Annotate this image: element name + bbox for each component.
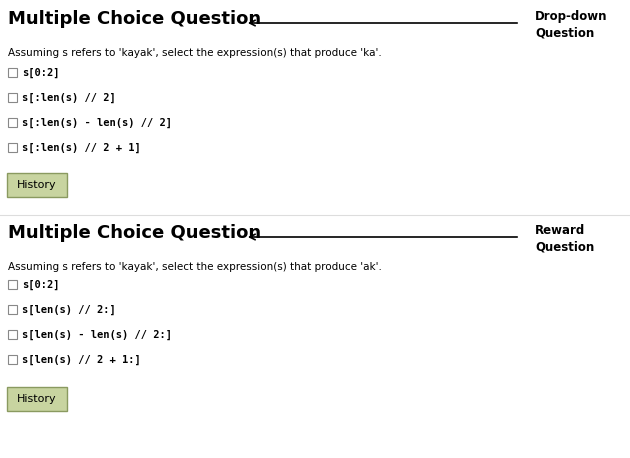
Text: Reward
Question: Reward Question [535,224,594,254]
Text: s[:len(s) - len(s) // 2]: s[:len(s) - len(s) // 2] [22,118,172,128]
FancyBboxPatch shape [8,118,17,127]
Text: s[:len(s) // 2]: s[:len(s) // 2] [22,93,116,103]
FancyBboxPatch shape [8,93,17,102]
Text: s[0:2]: s[0:2] [22,68,59,78]
Text: Assuming s refers to 'kayak', select the expression(s) that produce 'ka'.: Assuming s refers to 'kayak', select the… [8,48,382,58]
FancyBboxPatch shape [7,387,67,411]
Text: Multiple Choice Question: Multiple Choice Question [8,224,261,242]
FancyBboxPatch shape [8,305,17,314]
Text: s[:len(s) // 2 + 1]: s[:len(s) // 2 + 1] [22,143,140,153]
FancyBboxPatch shape [8,143,17,152]
Text: s[0:2]: s[0:2] [22,280,59,290]
Text: History: History [17,180,57,190]
Text: Assuming s refers to 'kayak', select the expression(s) that produce 'ak'.: Assuming s refers to 'kayak', select the… [8,262,382,272]
Text: s[len(s) // 2:]: s[len(s) // 2:] [22,305,116,315]
Text: Multiple Choice Question: Multiple Choice Question [8,10,261,28]
Text: Drop-down
Question: Drop-down Question [535,10,607,40]
FancyBboxPatch shape [7,173,67,197]
FancyBboxPatch shape [8,280,17,289]
FancyBboxPatch shape [8,355,17,364]
Text: History: History [17,394,57,404]
Text: s[len(s) // 2 + 1:]: s[len(s) // 2 + 1:] [22,355,140,365]
FancyBboxPatch shape [8,330,17,339]
FancyBboxPatch shape [8,68,17,77]
Text: s[len(s) - len(s) // 2:]: s[len(s) - len(s) // 2:] [22,330,172,340]
